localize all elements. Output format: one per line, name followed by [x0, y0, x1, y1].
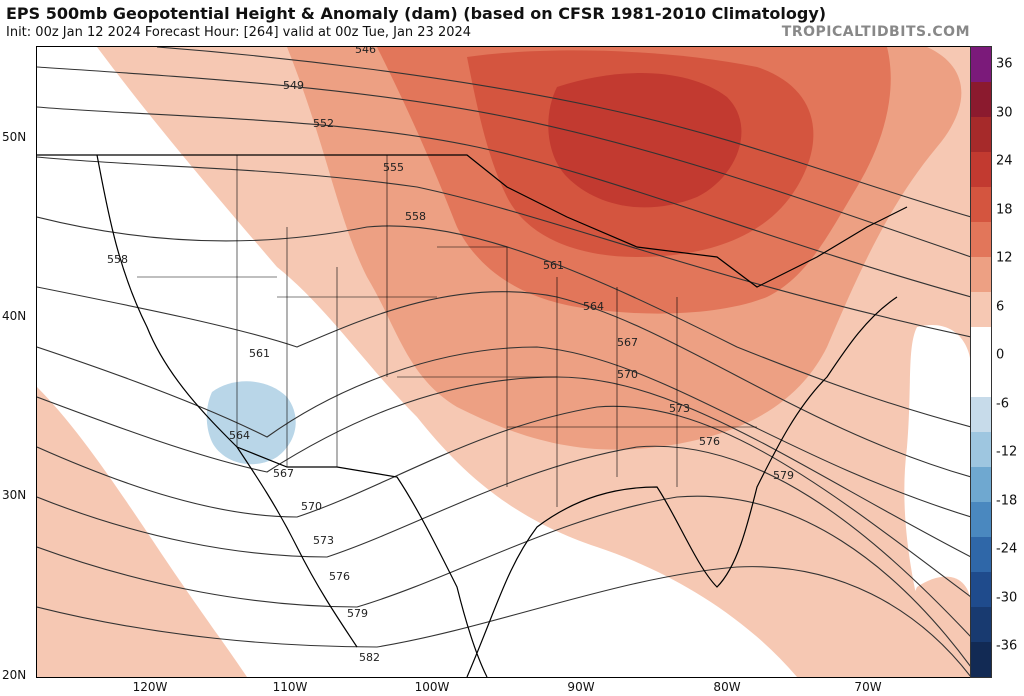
colorbar-segment — [971, 327, 991, 362]
contour-label: 579 — [347, 607, 368, 620]
colorbar-segment — [971, 222, 991, 257]
map-canvas: 546 549 552 555 558 558 561 561 564 564 … — [37, 47, 971, 677]
contour-label: 567 — [273, 467, 294, 480]
lon-label-120w: 120W — [132, 680, 168, 694]
contour-labels: 546 549 552 555 558 558 561 561 564 564 … — [107, 47, 794, 664]
lon-label-80w: 80W — [713, 680, 741, 694]
contour-label: 546 — [355, 47, 376, 56]
colorbar-segment — [971, 257, 991, 292]
colorbar-segment — [971, 47, 991, 82]
lon-label-110w: 110W — [272, 680, 308, 694]
contour-label: 552 — [313, 117, 334, 130]
colorbar-tick-label: 30 — [996, 105, 1013, 120]
colorbar-tick-label: -30 — [996, 590, 1018, 605]
colorbar-tick-label: -36 — [996, 638, 1018, 654]
colorbar-segment — [971, 537, 991, 572]
contour-label: 561 — [249, 347, 270, 360]
lat-label-20n: 20N — [2, 668, 27, 682]
contour-label: 558 — [405, 210, 426, 223]
colorbar-tick-label: 24 — [996, 153, 1013, 169]
colorbar-segment — [971, 467, 991, 502]
colorbar-tick-label: 36 — [996, 56, 1013, 72]
colorbar-tick-label: -24 — [996, 541, 1018, 557]
colorbar-tick-label: 18 — [996, 202, 1013, 217]
lon-label-100w: 100W — [414, 680, 450, 694]
colorbar-tick-label: -18 — [996, 493, 1018, 508]
colorbar-segment — [971, 397, 991, 432]
colorbar-tick-label: -12 — [996, 444, 1018, 460]
colorbar-segment — [971, 82, 991, 117]
map-subtitle: Init: 00z Jan 12 2024 Forecast Hour: [26… — [6, 25, 472, 40]
contour-label: 573 — [313, 534, 334, 547]
colorbar-tick-label: 0 — [996, 347, 1005, 363]
contour-label: 570 — [301, 500, 322, 513]
colorbar-segment — [971, 572, 991, 607]
watermark: TROPICALTIDBITS.COM — [781, 24, 970, 40]
colorbar-segment — [971, 152, 991, 187]
contour-label: 576 — [329, 570, 350, 583]
contour-label: 582 — [359, 651, 380, 664]
anomaly-shading — [37, 47, 971, 677]
colorbar-tick-label: -6 — [996, 396, 1009, 411]
lon-label-90w: 90W — [567, 680, 595, 694]
contour-label: 555 — [383, 161, 404, 174]
colorbar-segment — [971, 432, 991, 467]
contour-label: 564 — [229, 429, 250, 442]
colorbar-tick-label: 6 — [996, 299, 1005, 314]
colorbar-tick-label: 12 — [996, 250, 1013, 266]
colorbar-segment — [971, 502, 991, 537]
colorbar-segment — [971, 117, 991, 152]
map-panel: 546 549 552 555 558 558 561 561 564 564 … — [36, 46, 972, 678]
contour-label: 567 — [617, 336, 638, 349]
contour-label: 570 — [617, 368, 638, 381]
contour-label: 564 — [583, 300, 604, 313]
colorbar — [970, 46, 992, 678]
colorbar-segment — [971, 607, 991, 642]
lat-label-50n: 50N — [2, 130, 27, 144]
contour-label: 561 — [543, 259, 564, 272]
colorbar-segment — [971, 187, 991, 222]
lat-label-30n: 30N — [2, 488, 27, 502]
contour-label: 576 — [699, 435, 720, 448]
colorbar-segment — [971, 292, 991, 327]
lat-label-40n: 40N — [2, 309, 27, 323]
contour-label: 549 — [283, 79, 304, 92]
map-title: EPS 500mb Geopotential Height & Anomaly … — [6, 4, 827, 23]
colorbar-segment — [971, 642, 991, 677]
lon-label-70w: 70W — [854, 680, 882, 694]
contour-label: 579 — [773, 469, 794, 482]
geography-lines — [37, 154, 908, 677]
state-borders — [137, 155, 757, 507]
colorbar-segment — [971, 362, 991, 397]
height-contours — [37, 47, 971, 677]
contour-label: 573 — [669, 402, 690, 415]
contour-label: 558 — [107, 253, 128, 266]
